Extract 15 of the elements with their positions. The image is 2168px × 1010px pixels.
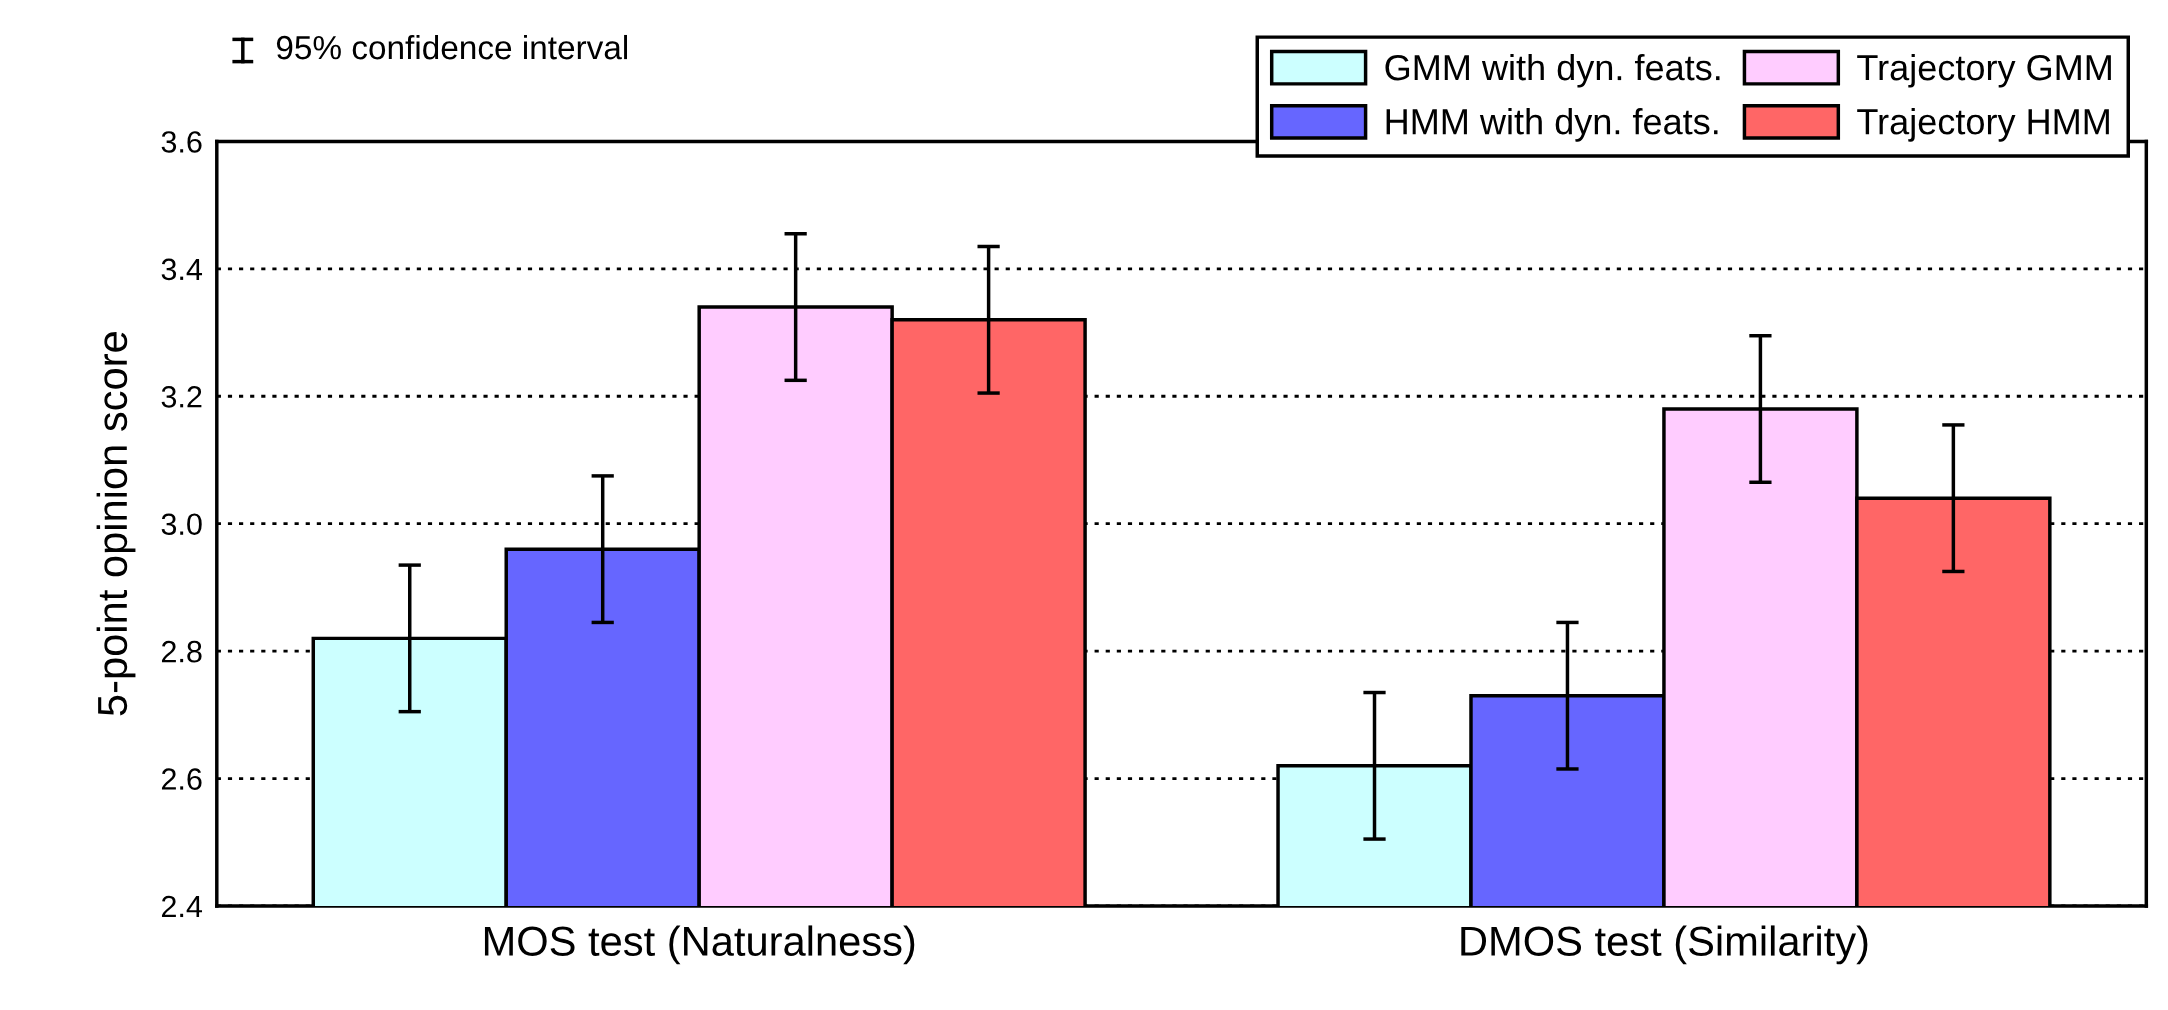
x-tick-label: MOS test (Naturalness) bbox=[484, 925, 915, 965]
y-tick-label: 2.6 bbox=[161, 768, 202, 790]
legend-label: Trajectory GMM bbox=[1857, 53, 2111, 88]
legend-label: Trajectory HMM bbox=[1857, 108, 2109, 142]
y-tick-label: 3.6 bbox=[161, 131, 202, 153]
y-tick-label: 3.0 bbox=[161, 513, 202, 536]
y-tick-label: 3.2 bbox=[161, 385, 202, 408]
y-tick-label: 3.4 bbox=[161, 258, 203, 281]
text: 95% confidence interval bbox=[276, 34, 628, 60]
legend-label: HMM with dyn. feats. bbox=[1386, 108, 1718, 142]
y-tick-label: 2.8 bbox=[161, 640, 202, 663]
legend-label: GMM with dyn. feats. bbox=[1385, 53, 1720, 88]
y-axis-title: 5-point opinion score bbox=[96, 332, 136, 716]
x-tick-label: DMOS test (Similarity) bbox=[1461, 925, 1868, 965]
y-tick-label: 2.4 bbox=[161, 895, 203, 918]
